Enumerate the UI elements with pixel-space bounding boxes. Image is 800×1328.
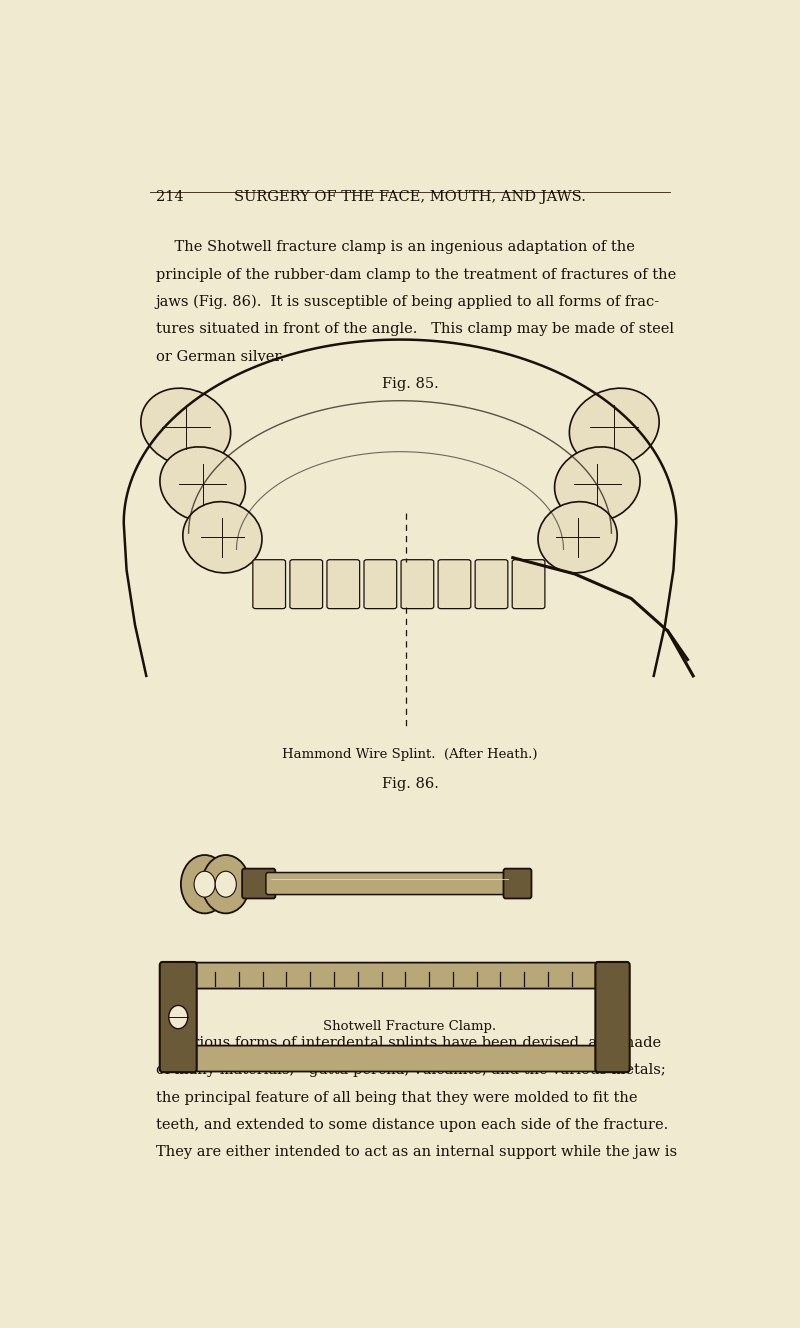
Text: They are either intended to act as an internal support while the jaw is: They are either intended to act as an in… — [156, 1145, 677, 1159]
Text: Fig. 86.: Fig. 86. — [382, 777, 438, 791]
Ellipse shape — [160, 446, 246, 522]
Text: Fig. 85.: Fig. 85. — [382, 377, 438, 392]
FancyBboxPatch shape — [401, 559, 434, 608]
FancyBboxPatch shape — [160, 961, 197, 1072]
Text: Shotwell Fracture Clamp.: Shotwell Fracture Clamp. — [323, 1020, 497, 1033]
Text: or German silver.: or German silver. — [156, 349, 284, 364]
FancyBboxPatch shape — [327, 559, 360, 608]
Text: 214: 214 — [156, 190, 183, 205]
Ellipse shape — [538, 502, 617, 572]
FancyBboxPatch shape — [266, 872, 513, 895]
FancyBboxPatch shape — [475, 559, 508, 608]
FancyBboxPatch shape — [160, 963, 629, 988]
Text: Hammond Wire Splint.  (After Heath.): Hammond Wire Splint. (After Heath.) — [282, 749, 538, 761]
Ellipse shape — [206, 865, 224, 903]
Text: Various forms of interdental splints have been devised, and made: Various forms of interdental splints hav… — [156, 1036, 661, 1049]
Circle shape — [215, 871, 236, 898]
FancyBboxPatch shape — [512, 559, 545, 608]
Text: The Shotwell fracture clamp is an ingenious adaptation of the: The Shotwell fracture clamp is an ingeni… — [156, 240, 634, 254]
FancyBboxPatch shape — [253, 559, 286, 608]
Text: tures situated in front of the angle.   This clamp may be made of steel: tures situated in front of the angle. Th… — [156, 323, 674, 336]
Circle shape — [194, 871, 215, 898]
Text: the principal feature of all being that they were molded to fit the: the principal feature of all being that … — [156, 1090, 638, 1105]
Ellipse shape — [183, 502, 262, 572]
Circle shape — [202, 855, 250, 914]
FancyBboxPatch shape — [364, 559, 397, 608]
Ellipse shape — [141, 388, 230, 466]
Text: principle of the rubber-dam clamp to the treatment of fractures of the: principle of the rubber-dam clamp to the… — [156, 267, 676, 282]
FancyBboxPatch shape — [503, 869, 531, 899]
FancyBboxPatch shape — [160, 1045, 629, 1072]
Text: of many materials,—gutta-percha, vulcanite, and the various metals;: of many materials,—gutta-percha, vulcani… — [156, 1064, 666, 1077]
FancyBboxPatch shape — [290, 559, 322, 608]
Text: SURGERY OF THE FACE, MOUTH, AND JAWS.: SURGERY OF THE FACE, MOUTH, AND JAWS. — [234, 190, 586, 205]
FancyBboxPatch shape — [242, 869, 275, 899]
Ellipse shape — [570, 388, 659, 466]
Circle shape — [181, 855, 229, 914]
Ellipse shape — [554, 446, 640, 522]
FancyBboxPatch shape — [595, 961, 630, 1072]
Text: jaws (Fig. 86).  It is susceptible of being applied to all forms of frac-: jaws (Fig. 86). It is susceptible of bei… — [156, 295, 660, 309]
FancyBboxPatch shape — [438, 559, 470, 608]
Text: teeth, and extended to some distance upon each side of the fracture.: teeth, and extended to some distance upo… — [156, 1118, 668, 1131]
Circle shape — [169, 1005, 188, 1029]
